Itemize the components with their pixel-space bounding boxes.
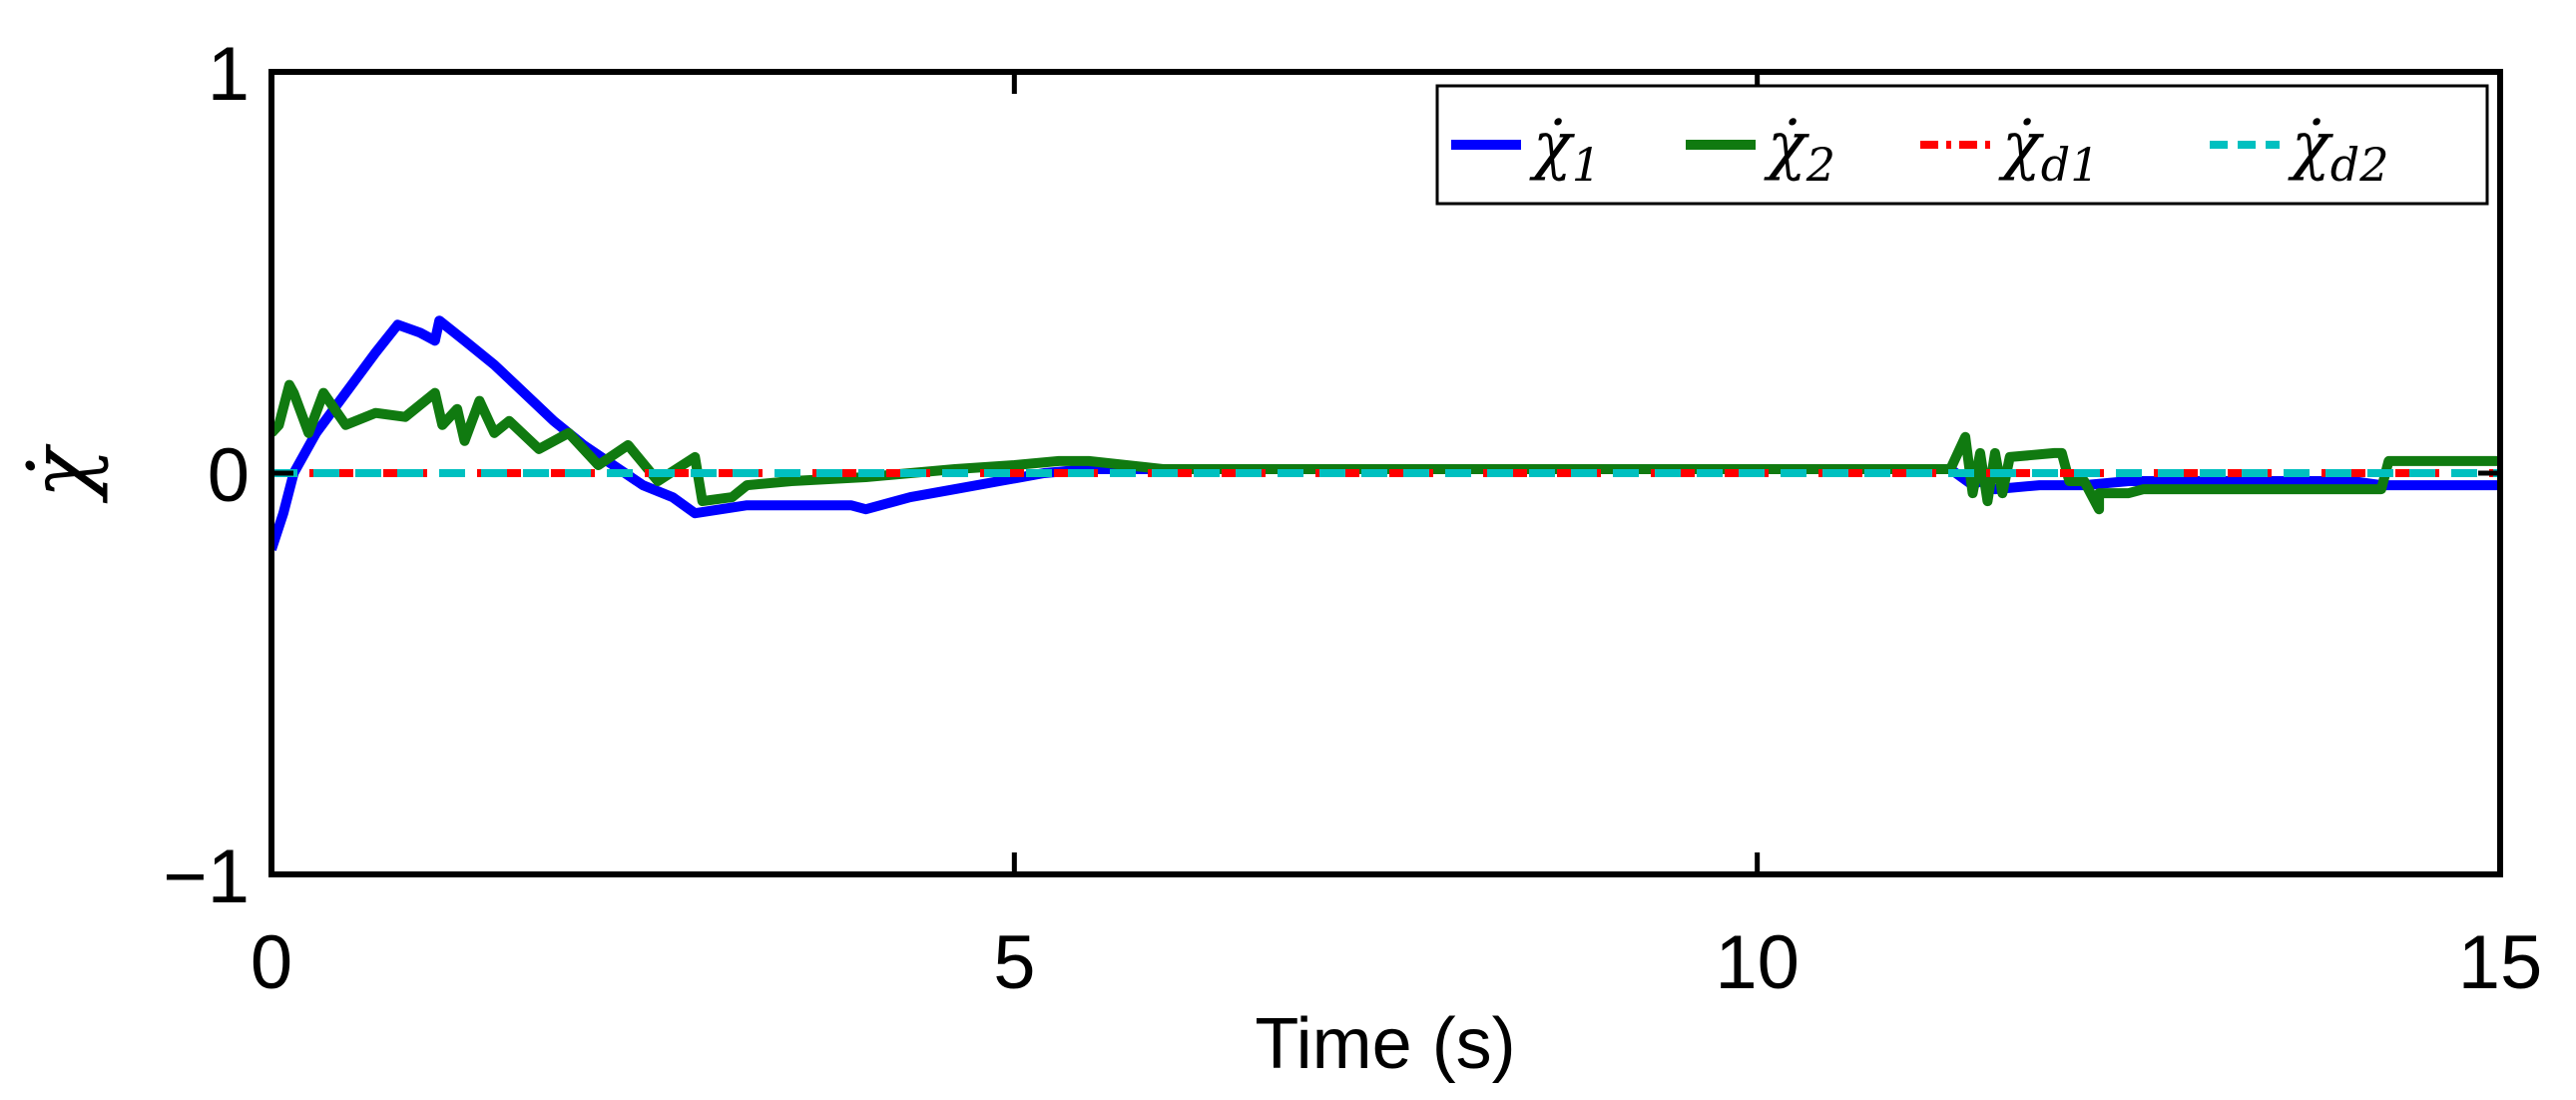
legend: χ̇1 χ̇2 χ̇d1 χ̇d2: [1435, 84, 2489, 206]
legend-label-2: χ̇2: [1764, 109, 1835, 192]
x-tick-label: 10: [1715, 920, 1800, 1005]
series-line-1: [271, 315, 2500, 551]
series-line-2: [271, 379, 2500, 515]
y-tick-label: 1: [208, 32, 250, 117]
series-layer: [271, 315, 2500, 551]
y-tick-label: −1: [163, 834, 250, 919]
y-axis-title: χ̇: [12, 442, 110, 503]
legend-label-1: χ̇1: [1529, 109, 1601, 192]
x-axis-title: Time (s): [1255, 1004, 1515, 1084]
legend-label-4: χ̇d2: [2288, 109, 2389, 192]
y-tick-label: 0: [208, 433, 250, 518]
ticks-layer: 0 5 10 15−101: [163, 32, 2542, 1005]
x-tick-label: 15: [2458, 920, 2543, 1005]
legend-label-3: χ̇d1: [1998, 109, 2100, 192]
x-tick-label: 5: [993, 920, 1035, 1005]
x-tick-label: 0: [251, 920, 292, 1005]
